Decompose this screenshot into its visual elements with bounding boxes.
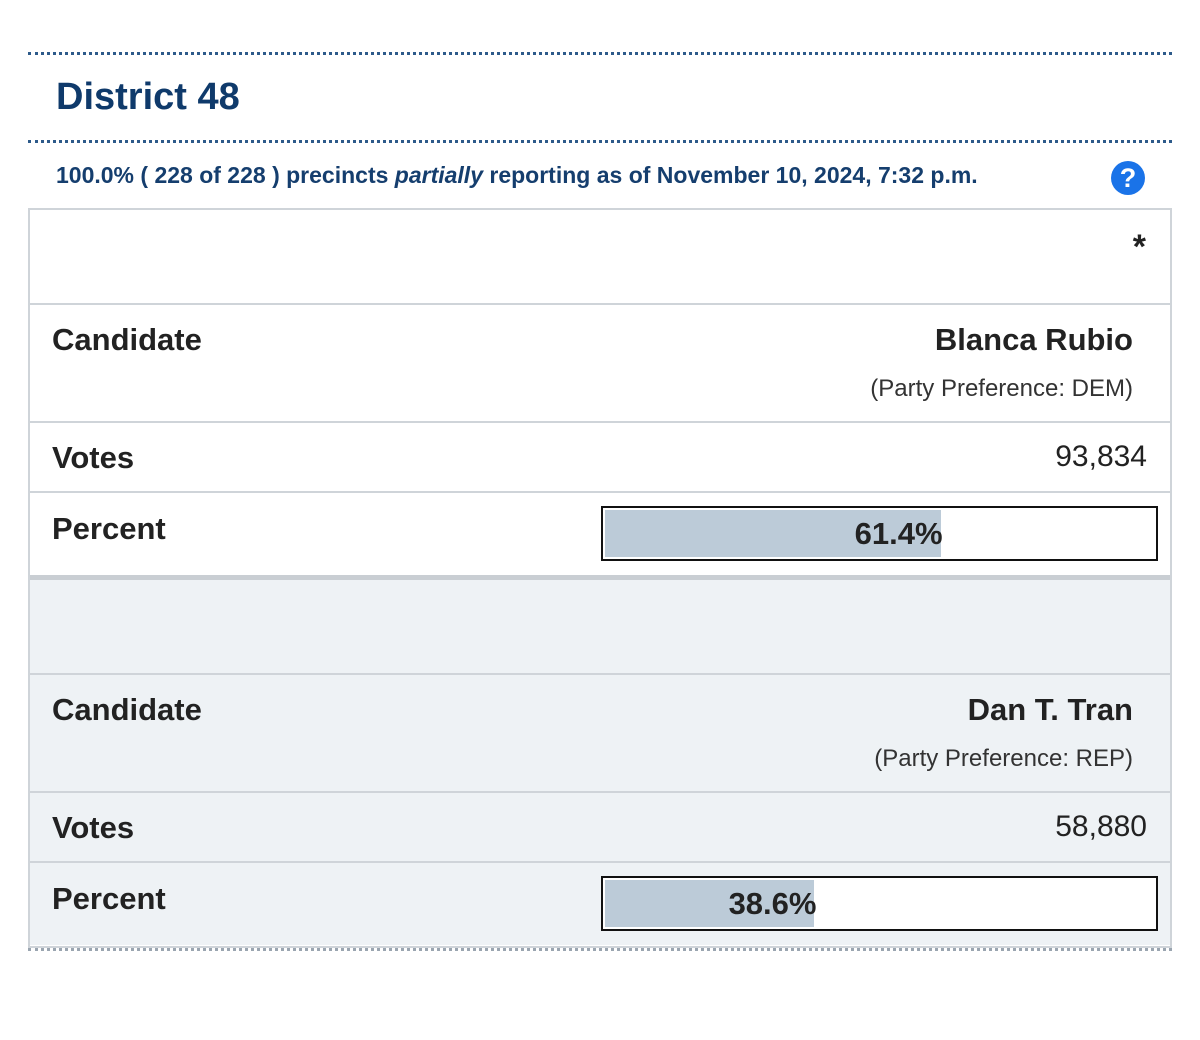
row-divider <box>30 861 1170 863</box>
divider <box>28 52 1172 55</box>
row-divider <box>30 791 1170 793</box>
percent-label: 61.4% <box>854 516 943 551</box>
row-divider <box>30 421 1170 423</box>
row-divider <box>30 303 1170 305</box>
percent-bar <box>605 510 941 557</box>
title: District 48 <box>56 76 240 118</box>
status-emphasis: partially <box>394 162 483 188</box>
row-label: Votes <box>52 810 135 845</box>
divider <box>28 948 1172 951</box>
marker: * <box>1132 228 1146 266</box>
row-label: Percent <box>52 511 166 546</box>
row-label: Votes <box>52 440 135 475</box>
party: (Party Preference: REP) <box>874 745 1133 772</box>
votes: 58,880 <box>1055 810 1147 843</box>
divider <box>28 140 1172 143</box>
candidate-name: Dan T. Tran <box>967 692 1133 727</box>
results-table <box>28 208 1172 948</box>
row-label: Percent <box>52 881 166 916</box>
row-label: Candidate <box>52 322 202 357</box>
row-label: Candidate <box>52 692 202 727</box>
party: (Party Preference: DEM) <box>870 375 1133 402</box>
status-text: reporting as of November 10, 2024, 7:32 … <box>489 162 978 188</box>
percent-bar <box>605 880 815 927</box>
help-icon[interactable]: ? <box>1111 161 1145 195</box>
row-divider <box>30 491 1170 493</box>
percent-label: 38.6% <box>728 886 817 921</box>
votes: 93,834 <box>1055 440 1147 473</box>
status-line: 100.0% ( 228 of 228 ) precincts partiall… <box>56 162 978 189</box>
row-divider <box>30 673 1170 675</box>
section-separator <box>30 575 1170 580</box>
candidate-name: Blanca Rubio <box>934 322 1133 357</box>
status-text: 100.0% ( 228 of 228 ) precincts <box>56 162 389 188</box>
